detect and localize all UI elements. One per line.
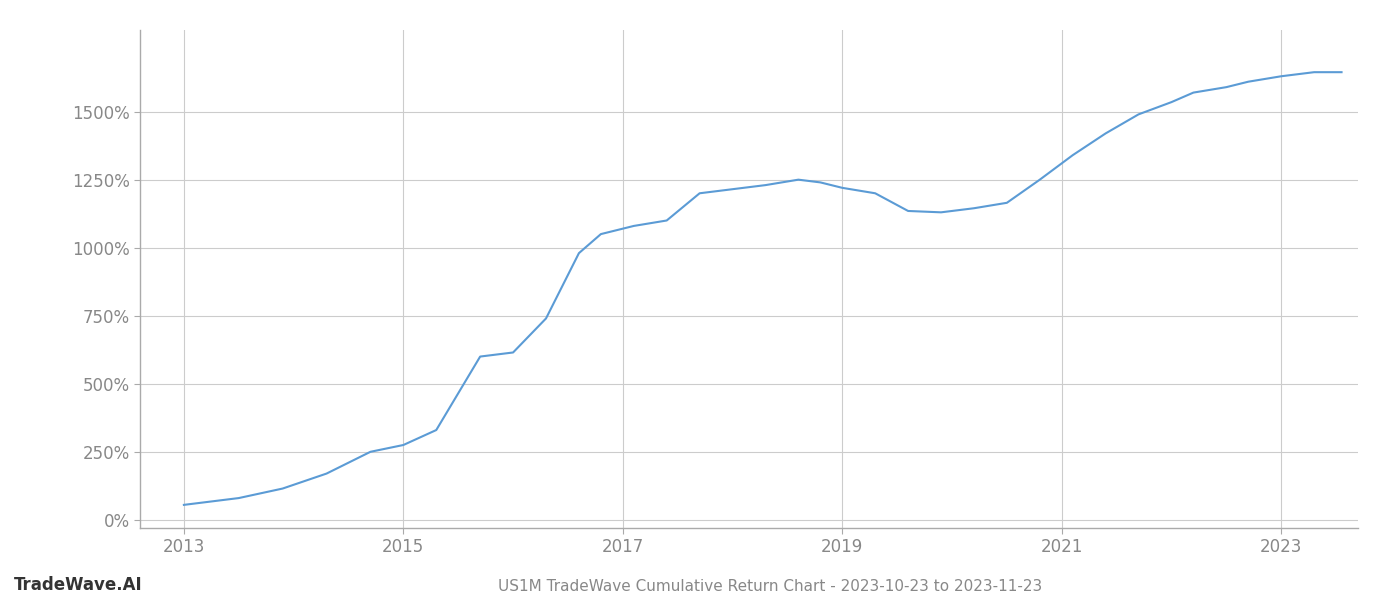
Text: US1M TradeWave Cumulative Return Chart - 2023-10-23 to 2023-11-23: US1M TradeWave Cumulative Return Chart -… — [498, 579, 1042, 594]
Text: TradeWave.AI: TradeWave.AI — [14, 576, 143, 594]
